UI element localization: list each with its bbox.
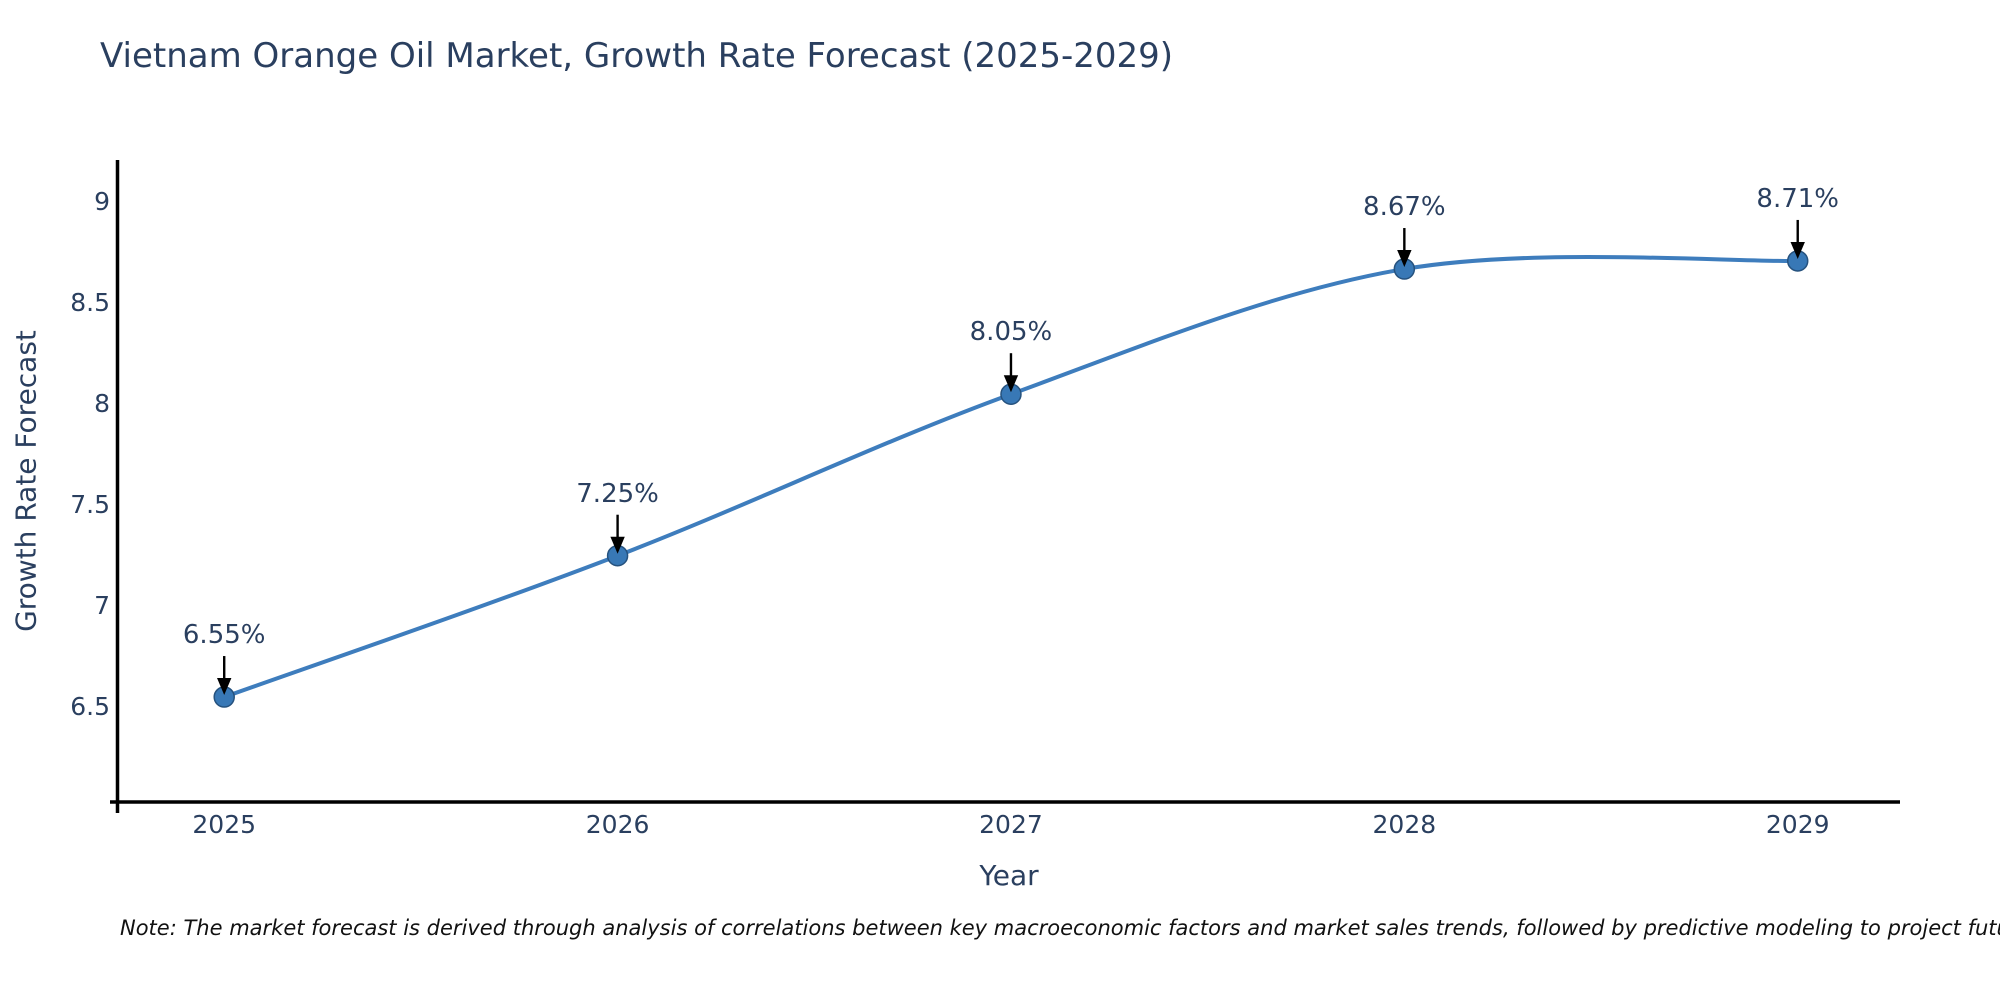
data-point-annotation: 8.05%	[969, 317, 1053, 348]
x-tick-label: 2028	[1372, 810, 1437, 839]
x-tick-label: 2025	[192, 810, 257, 839]
data-point-annotation: 7.25%	[576, 478, 659, 509]
annotation-arrow-head	[610, 536, 625, 554]
y-axis-title: Growth Rate Forecast	[9, 330, 43, 632]
y-tick-label: 9	[94, 187, 110, 217]
data-point-annotation: 8.67%	[1363, 192, 1446, 223]
data-point-annotation: 8.71%	[1756, 183, 1840, 214]
y-tick-label: 8.5	[70, 288, 110, 318]
annotation-arrow-head	[1397, 250, 1412, 268]
x-axis-title: Year	[979, 859, 1039, 892]
annotation-arrow-head	[1003, 375, 1019, 393]
annotation-arrow-head	[1790, 241, 1805, 259]
footnote: Note: The market forecast is derived thr…	[120, 916, 2000, 940]
x-tick-label: 2026	[585, 810, 650, 839]
y-tick-label: 6.5	[70, 692, 110, 722]
annotation-arrow-head	[217, 678, 232, 696]
y-tick-label: 7	[94, 591, 110, 621]
y-tick-label: 7.5	[70, 490, 110, 520]
y-tick-label: 8	[94, 389, 110, 419]
data-point-annotation: 6.55%	[182, 620, 266, 651]
x-tick-label: 2027	[979, 810, 1043, 839]
chart-title: Vietnam Orange Oil Market, Growth Rate F…	[100, 36, 1174, 76]
x-tick-label: 2029	[1765, 810, 1830, 839]
